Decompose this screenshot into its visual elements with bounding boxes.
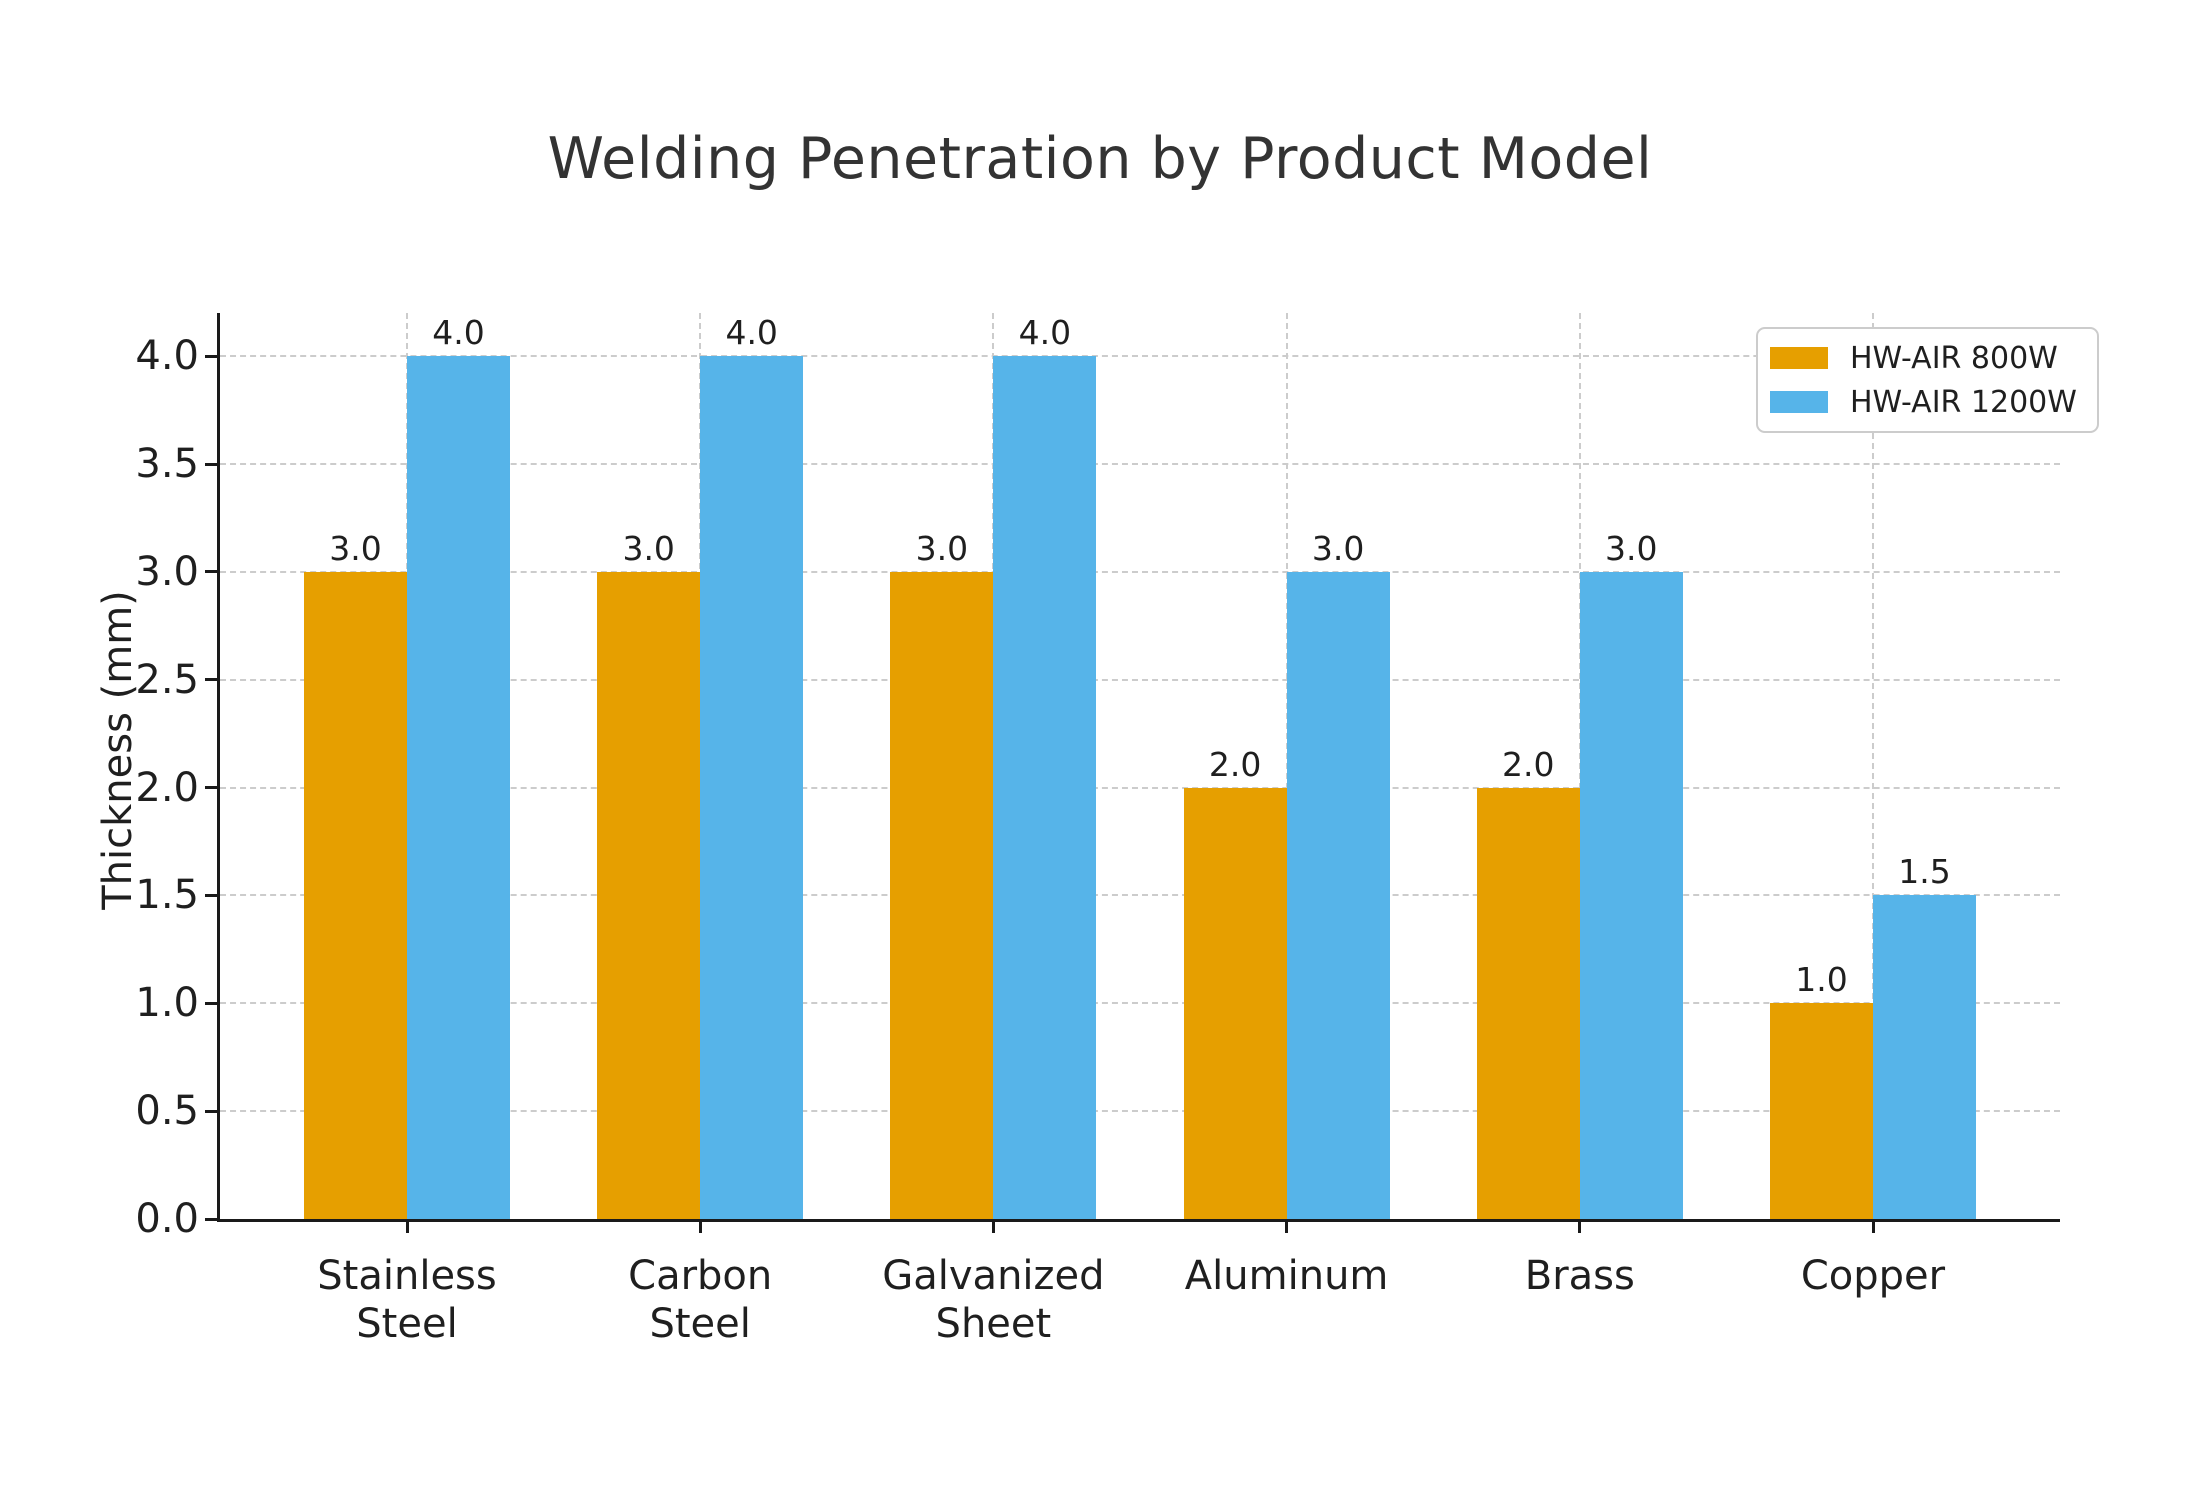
bar <box>1770 1003 1873 1219</box>
bar-value-label: 1.0 <box>1795 960 1848 1000</box>
grid-line-horizontal <box>220 894 2060 897</box>
x-tick-mark <box>698 1222 702 1233</box>
x-tick-mark <box>405 1222 409 1233</box>
legend-label: HW-AIR 800W <box>1850 340 2058 376</box>
grid-line-horizontal <box>220 786 2060 789</box>
y-tick-mark <box>205 1109 217 1113</box>
bar <box>1183 787 1287 1219</box>
x-tick-mark <box>1871 1222 1875 1233</box>
y-tick-mark <box>205 570 217 574</box>
grid-line-horizontal <box>220 1002 2060 1005</box>
y-tick-label: 0.0 <box>135 1196 199 1242</box>
category-label: Brass <box>1524 1253 1635 1299</box>
y-tick-label: 2.5 <box>135 656 199 703</box>
bar <box>1286 571 1390 1219</box>
y-tick-label: 3.5 <box>135 441 199 487</box>
grid-line-vertical <box>1872 313 1874 1219</box>
bar-value-label: 3.0 <box>1605 528 1658 568</box>
x-tick-mark <box>1285 1222 1289 1233</box>
bar <box>597 571 701 1219</box>
bar-value-label: 3.0 <box>915 528 969 568</box>
x-tick-mark <box>991 1222 995 1233</box>
bar <box>407 356 510 1219</box>
legend-swatch <box>1770 347 1828 369</box>
bar <box>890 571 994 1219</box>
bar-value-label: 3.0 <box>1311 528 1365 568</box>
legend: HW-AIR 800W HW-AIR 1200W <box>1756 327 2099 433</box>
category-label: Aluminum <box>1184 1253 1389 1299</box>
grid-line-horizontal <box>220 1110 2060 1113</box>
bar-value-label: 4.0 <box>432 313 485 353</box>
bar <box>993 356 1097 1219</box>
grid-line-horizontal <box>220 355 2060 358</box>
x-tick-mark <box>1578 1222 1582 1233</box>
y-tick-mark <box>205 462 217 466</box>
y-tick-mark <box>205 1217 217 1221</box>
bar <box>1476 787 1580 1219</box>
bar-value-label: 2.0 <box>1502 744 1555 784</box>
y-tick-label: 3.0 <box>135 548 199 595</box>
y-tick-mark <box>205 1001 217 1005</box>
bar-value-label: 4.0 <box>1018 313 1072 353</box>
y-tick-label: 1.0 <box>135 980 199 1027</box>
category-label: Copper <box>1800 1253 1946 1299</box>
bar <box>304 571 407 1219</box>
y-tick-label: 2.0 <box>135 764 199 811</box>
bar-value-label: 1.5 <box>1898 852 1951 892</box>
grid-line-horizontal <box>220 570 2060 573</box>
bar-value-label: 2.0 <box>1208 744 1262 784</box>
legend-swatch <box>1770 391 1828 413</box>
y-tick-mark <box>205 786 217 790</box>
y-tick-label: 4.0 <box>135 333 199 380</box>
y-tick-mark <box>205 678 217 682</box>
grid-line-horizontal <box>220 463 2060 465</box>
y-axis-label: Thickness (mm) <box>95 590 141 910</box>
y-axis-line <box>217 313 220 1222</box>
bar <box>1873 895 1976 1219</box>
chart-title: Welding Penetration by Product Model <box>547 126 1653 192</box>
y-tick-label: 1.5 <box>135 872 199 919</box>
category-label: Stainless Steel <box>317 1253 497 1347</box>
legend-item: HW-AIR 1200W <box>1770 380 2077 424</box>
bar <box>700 356 804 1219</box>
grid-line-horizontal <box>220 678 2060 681</box>
x-axis-line <box>217 1219 2060 1222</box>
category-label: Galvanized Sheet <box>882 1253 1105 1347</box>
y-tick-label: 0.5 <box>135 1088 199 1135</box>
bar-value-label: 3.0 <box>622 528 675 568</box>
bar-value-label: 3.0 <box>329 528 382 568</box>
legend-item: HW-AIR 800W <box>1770 336 2077 380</box>
bar-value-label: 4.0 <box>725 313 778 353</box>
category-label: Carbon Steel <box>628 1253 773 1347</box>
y-tick-mark <box>205 893 217 897</box>
legend-label: HW-AIR 1200W <box>1850 384 2077 420</box>
bar <box>1579 571 1683 1219</box>
y-tick-mark <box>205 354 217 358</box>
